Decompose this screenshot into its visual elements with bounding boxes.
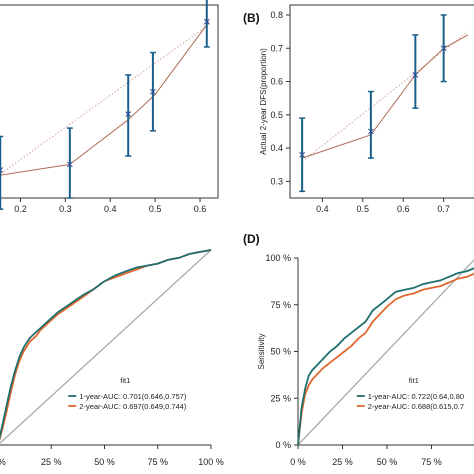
panel-a-x-tick-label: 0.4	[104, 204, 117, 214]
panel-d-legend-entry: 2-year-AUC: 0.688(0.615,0.7	[368, 402, 464, 411]
panel-b-y-tick-label: 0.5	[270, 110, 283, 120]
panel-d-y-tick-label: 50 %	[270, 347, 291, 357]
panel-c-x-tick-label: 50 %	[94, 457, 115, 467]
panel-b-point	[440, 45, 447, 52]
panel-a-point	[0, 167, 4, 173]
panel-d-diagonal	[297, 259, 474, 446]
panel-a: 0.2 0.3 0.4 0.5 0.6	[0, 0, 219, 214]
panel-d-label: (D)	[243, 232, 260, 246]
panel-c-series-line	[0, 249, 212, 441]
panel-d-x-tick-label: 25 %	[332, 457, 353, 467]
panel-d-y-axis-title: Sensitivity	[257, 333, 266, 369]
panel-b-y-tick-label: 0.4	[270, 143, 283, 153]
panel-b-x-tick-label: 0.5	[357, 204, 370, 214]
panel-b-y-tick-label: 0.6	[270, 77, 283, 87]
panel-d: (D) 0 % 25 % 50 % 75 % 0 % 25 % 50 % 75 % 100 % Se…	[243, 232, 474, 467]
panel-d-x-tick-label: 75 %	[421, 457, 442, 467]
panel-d-series-line	[297, 272, 474, 446]
panel-a-point	[203, 18, 210, 25]
panel-d-x-tick-label: 0 %	[290, 457, 306, 467]
panel-c-legend-entry: 2-year-AUC: 0.697(0.649,0.744)	[79, 402, 187, 411]
panel-b-y-axis-title: Actual 2-year DFS(proportion)	[259, 48, 268, 155]
panel-b-x-tick-label: 0.4	[316, 204, 329, 214]
panel-a-point	[66, 161, 73, 168]
panel-c-x-tick-label: 75 %	[147, 457, 168, 467]
panel-b-label: (B)	[243, 11, 260, 25]
panel-b-point	[368, 128, 374, 135]
panel-d-y-tick-label: 75 %	[270, 300, 291, 310]
panel-d-x-tick-label: 50 %	[377, 457, 398, 467]
panel-c-x-tick-label: 100 %	[198, 457, 224, 467]
panel-b-y-tick-label: 0.8	[270, 10, 283, 20]
panel-c-legend-title: fit1	[120, 376, 130, 385]
panel-a-frame	[0, 4, 219, 199]
panel-b-frame	[289, 4, 474, 199]
panel-b-y-tick-label: 0.3	[270, 176, 283, 186]
panel-d-legend-entry: 1-year-AUC: 0.722(0.64,0.80	[368, 392, 464, 401]
panel-b-ideal-line	[301, 31, 469, 162]
panel-a-x-tick-label: 0.2	[14, 204, 27, 214]
panel-a-x-tick-label: 0.3	[59, 204, 72, 214]
panel-b-point	[299, 151, 305, 158]
panel-c-x-tick-label: 25 %	[41, 457, 62, 467]
panel-b: (B) 0.4 0.5 0.6 0.7 0.3 0.4 0.5 0.6 0.7 0.8 Actual …	[243, 4, 474, 214]
panel-a-ideal-line	[0, 24, 210, 175]
panel-a-x-tick-label: 0.5	[149, 204, 162, 214]
panel-d-legend-title: fit1	[409, 376, 419, 385]
panel-a-calibration-line	[0, 21, 210, 176]
panel-b-x-tick-label: 0.6	[397, 204, 410, 214]
panel-b-point	[412, 72, 419, 78]
panel-d-y-tick-label: 25 %	[270, 393, 291, 403]
panel-c-diagonal	[0, 249, 212, 445]
panel-a-point	[125, 111, 132, 117]
panel-b-x-tick-label: 0.7	[437, 204, 450, 214]
panel-c: 0 % 25 % 50 % 75 % 100 % fit1 1-year-AUC: 0.70…	[0, 249, 224, 467]
panel-a-point	[150, 88, 156, 95]
panel-a-x-tick-label: 0.6	[194, 204, 207, 214]
panel-c-legend-entry: 1-year-AUC: 0.701(0.646,0.757)	[79, 392, 187, 401]
panel-c-x-tick-label: 0 %	[0, 457, 6, 467]
panel-d-series-line	[297, 267, 474, 446]
panel-d-y-tick-label: 0 %	[275, 440, 291, 450]
panel-b-y-tick-label: 0.7	[270, 43, 283, 53]
panel-d-y-tick-label: 100 %	[265, 253, 291, 263]
